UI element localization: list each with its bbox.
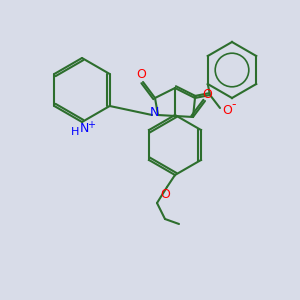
Text: O: O [136,68,146,82]
Text: N: N [79,122,89,134]
Text: +: + [87,120,95,130]
Text: H: H [71,127,79,137]
Text: -: - [232,98,236,112]
Text: O: O [202,88,212,100]
Text: O: O [222,103,232,116]
Text: O: O [160,188,170,200]
Text: N: N [149,106,159,118]
